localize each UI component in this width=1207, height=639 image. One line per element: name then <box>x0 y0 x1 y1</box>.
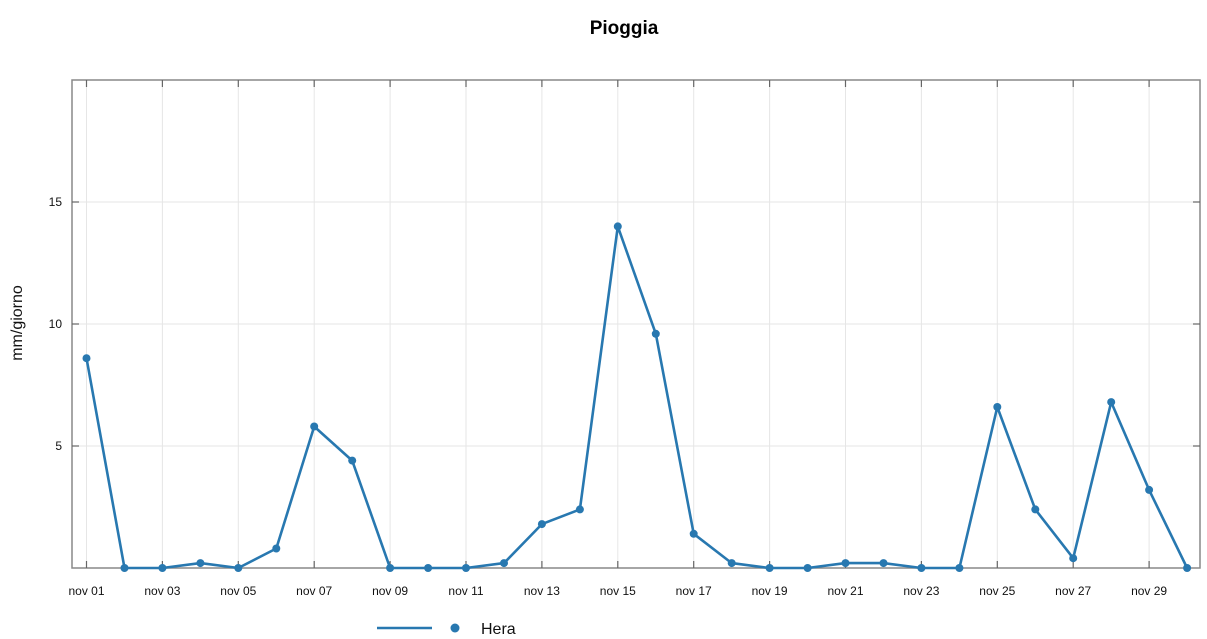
data-point <box>841 559 850 568</box>
data-point <box>993 403 1002 411</box>
data-point <box>917 564 926 572</box>
data-point <box>310 422 319 431</box>
x-tick-label: nov 29 <box>1131 584 1167 598</box>
data-point <box>234 564 243 572</box>
data-point <box>1069 554 1078 563</box>
series-line-hera <box>85 225 1189 570</box>
data-point <box>803 564 812 572</box>
data-point <box>879 559 888 568</box>
x-tick-label: nov 27 <box>1055 584 1091 598</box>
x-tick-label: nov 19 <box>752 584 788 598</box>
data-point <box>272 544 281 553</box>
y-tick-label: 15 <box>49 195 63 209</box>
series-layer <box>82 222 1192 572</box>
data-point <box>1107 398 1116 407</box>
data-point <box>1145 485 1154 494</box>
x-tick-label: nov 07 <box>296 584 332 598</box>
x-tick-label: nov 09 <box>372 584 408 598</box>
data-point <box>651 329 660 338</box>
data-point <box>1031 505 1040 514</box>
x-tick-label: nov 11 <box>448 584 483 598</box>
legend: Hera <box>377 621 516 638</box>
x-tick-label: nov 17 <box>676 584 712 598</box>
legend-label-hera: Hera <box>481 621 516 638</box>
data-point <box>955 564 964 572</box>
data-point <box>424 564 433 572</box>
data-point <box>120 564 129 572</box>
data-point <box>462 564 470 572</box>
data-point <box>689 529 698 538</box>
data-point <box>613 222 622 231</box>
data-point <box>575 505 584 514</box>
data-point <box>1183 564 1192 572</box>
data-point <box>196 559 205 568</box>
y-tick-label: 10 <box>49 317 63 331</box>
y-axis-label: mm/giorno <box>9 285 26 361</box>
data-point <box>537 520 546 529</box>
x-tick-label: nov 15 <box>600 584 636 598</box>
data-point <box>386 564 395 572</box>
data-point <box>158 564 167 572</box>
chart-title: Pioggia <box>590 18 659 39</box>
data-point <box>348 456 357 465</box>
data-point <box>500 559 508 568</box>
x-tick-label: nov 25 <box>979 584 1015 598</box>
data-point <box>765 564 774 572</box>
y-tick-label: 5 <box>55 439 62 453</box>
x-tick-label: nov 03 <box>144 584 180 598</box>
x-tick-label: nov 13 <box>524 584 560 598</box>
data-point <box>82 354 91 363</box>
grid-lines <box>72 80 1200 568</box>
x-tick-label: nov 23 <box>903 584 939 598</box>
x-tick-label: nov 21 <box>827 584 863 598</box>
axis-ticks: nov 01 nov 03 nov 05 nov 07 nov 09 nov 11 nov … <box>49 80 1200 598</box>
x-tick-label: nov 01 <box>68 584 104 598</box>
x-tick-label: nov 05 <box>220 584 256 598</box>
data-point <box>727 559 736 568</box>
legend-marker <box>450 623 460 633</box>
